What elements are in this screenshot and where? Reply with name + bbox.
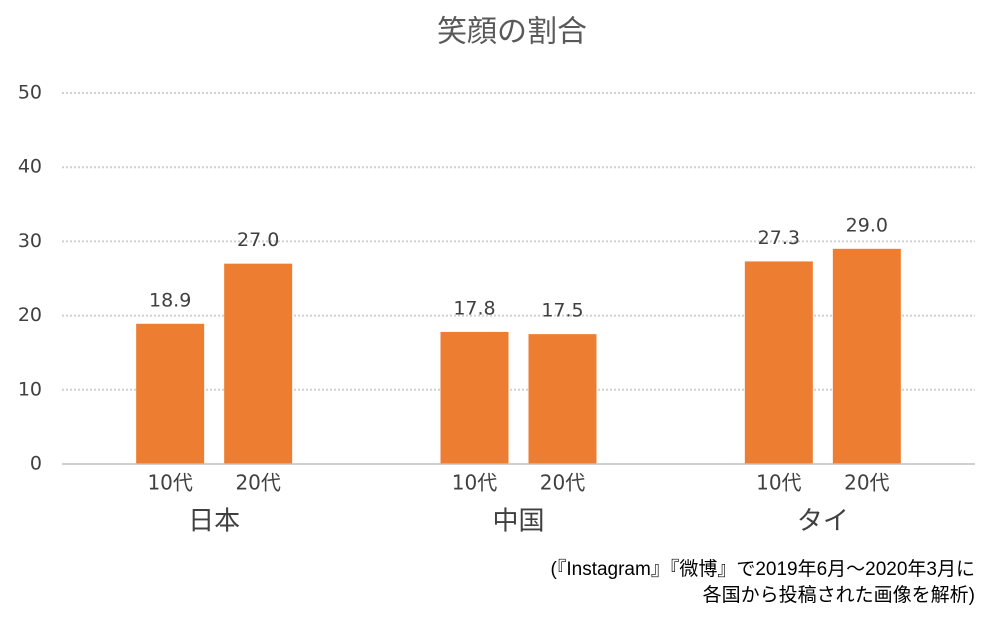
x-tick-label: 20代 [844,471,889,495]
value-label: 27.0 [237,229,279,251]
group-label: 中国 [492,507,544,537]
x-tick-label: 10代 [756,471,801,495]
value-label: 27.3 [758,227,800,249]
y-tick-label: 50 [18,82,42,104]
value-label: 29.0 [846,214,888,236]
chart-title: 笑顔の割合 [437,15,587,50]
y-tick-label: 40 [18,156,42,178]
y-tick-label: 10 [18,378,42,400]
bar [136,323,205,464]
y-tick-label: 0 [30,453,42,475]
y-tick-label: 30 [18,230,42,252]
value-label: 17.5 [541,300,583,322]
bar [832,248,901,464]
x-tick-label: 10代 [452,471,497,495]
x-tick-label: 20代 [540,471,585,495]
bar [224,263,293,464]
value-label: 17.8 [453,297,495,319]
value-label: 18.9 [149,289,191,311]
note-line: 各国から投稿された画像を解析) [703,584,975,606]
x-tick-label: 10代 [147,471,192,495]
bar [440,331,509,464]
group-label: 日本 [188,507,240,537]
x-tick-label: 20代 [235,471,280,495]
bar [528,334,597,464]
group-label: タイ [797,507,849,537]
y-tick-label: 20 [18,304,42,326]
bar [744,261,813,464]
note-line: (『Instagram』『微博』で2019年6月～2020年3月に [551,558,975,580]
